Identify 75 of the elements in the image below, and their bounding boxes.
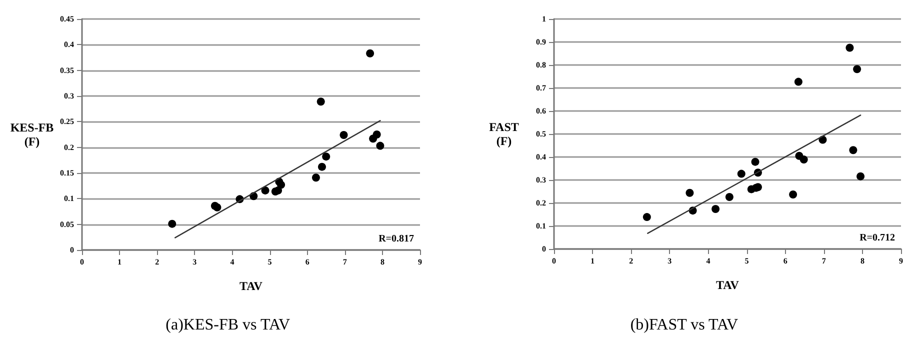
point (794, 78, 802, 86)
y-tick-label: 0.2 (64, 142, 74, 152)
x-tick-label: 2 (629, 256, 634, 266)
point (751, 158, 760, 166)
point (312, 174, 320, 182)
y-tick-label: 0.45 (60, 14, 74, 24)
point (725, 193, 734, 202)
x-tick-label: 7 (342, 258, 347, 266)
point (366, 49, 374, 58)
x-tick-label: 1 (118, 258, 122, 266)
y-axis-title: FAST (F) (489, 120, 519, 148)
point (712, 204, 720, 213)
x-axis-title: TAV (716, 278, 740, 292)
y-tick-label: 0.05 (60, 220, 74, 229)
annotation: R=0.817 (378, 234, 414, 244)
y-tick-label: 0.9 (536, 38, 546, 46)
x-tick-label: 5 (744, 256, 749, 266)
y-tick-label: 0.5 (536, 130, 546, 138)
x-tick-label: 4 (230, 258, 234, 266)
point (340, 131, 348, 140)
text: (b)FAST vs TAV (630, 316, 739, 334)
point (686, 188, 694, 197)
x-tick-label: 3 (192, 258, 197, 266)
x-tick-label: 9 (418, 258, 422, 266)
annotation: R=0.712 (860, 232, 895, 244)
x-tick-label: 8 (860, 256, 864, 266)
y-tick-label: 0.4 (64, 40, 74, 50)
y-tick-label: 0 (542, 244, 546, 254)
x-tick-label: 9 (899, 256, 903, 266)
y-tick-label: 0.25 (60, 117, 74, 126)
x-axis-title: TAV (240, 279, 263, 293)
x-tick-label: 6 (783, 256, 788, 266)
point (800, 156, 808, 164)
y-tick-label: 0.7 (536, 84, 546, 92)
point (853, 65, 862, 74)
point (846, 44, 854, 52)
y-tick-label: 1 (542, 14, 546, 24)
y-tick-label: 0.6 (536, 106, 546, 116)
point (642, 213, 651, 222)
x-tick-label: 4 (706, 256, 710, 266)
x-tick-label: 2 (155, 258, 160, 266)
x-tick-label: 5 (268, 258, 272, 266)
y-tick-label: 0.15 (60, 168, 74, 178)
point (376, 142, 384, 150)
y-axis-title: KES-FB (F) (10, 120, 54, 148)
x-tick-label: 0 (80, 258, 84, 266)
x-tick-label: 0 (552, 256, 556, 266)
y-tick-label: 0 (70, 246, 74, 254)
point (789, 190, 798, 198)
x-tick-label: 6 (305, 258, 310, 266)
text: (a)KES-FB vs TAV (166, 316, 290, 334)
point (849, 146, 858, 154)
point (318, 162, 326, 171)
y-tick-label: 0.1 (536, 222, 546, 230)
y-tick-label: 0.1 (64, 194, 74, 204)
point (856, 172, 865, 180)
y-tick-label: 0.2 (536, 198, 546, 208)
x-tick-label: 8 (380, 258, 384, 266)
point (322, 152, 330, 161)
point (372, 130, 381, 138)
y-tick-label: 0.35 (60, 66, 74, 75)
point (168, 220, 176, 228)
point (274, 186, 282, 194)
point (213, 203, 222, 212)
point (737, 170, 746, 178)
y-tick-label: 0.4 (536, 152, 546, 162)
x-tick-label: 7 (822, 256, 826, 266)
y-tick-label: 0.8 (536, 60, 546, 70)
point (316, 98, 325, 106)
x-tick-label: 3 (668, 256, 672, 266)
y-tick-label: 0.3 (64, 92, 74, 100)
y-tick-label: 0.3 (536, 176, 546, 184)
x-tick-label: 1 (590, 256, 595, 266)
point (277, 180, 286, 189)
point (261, 186, 270, 194)
